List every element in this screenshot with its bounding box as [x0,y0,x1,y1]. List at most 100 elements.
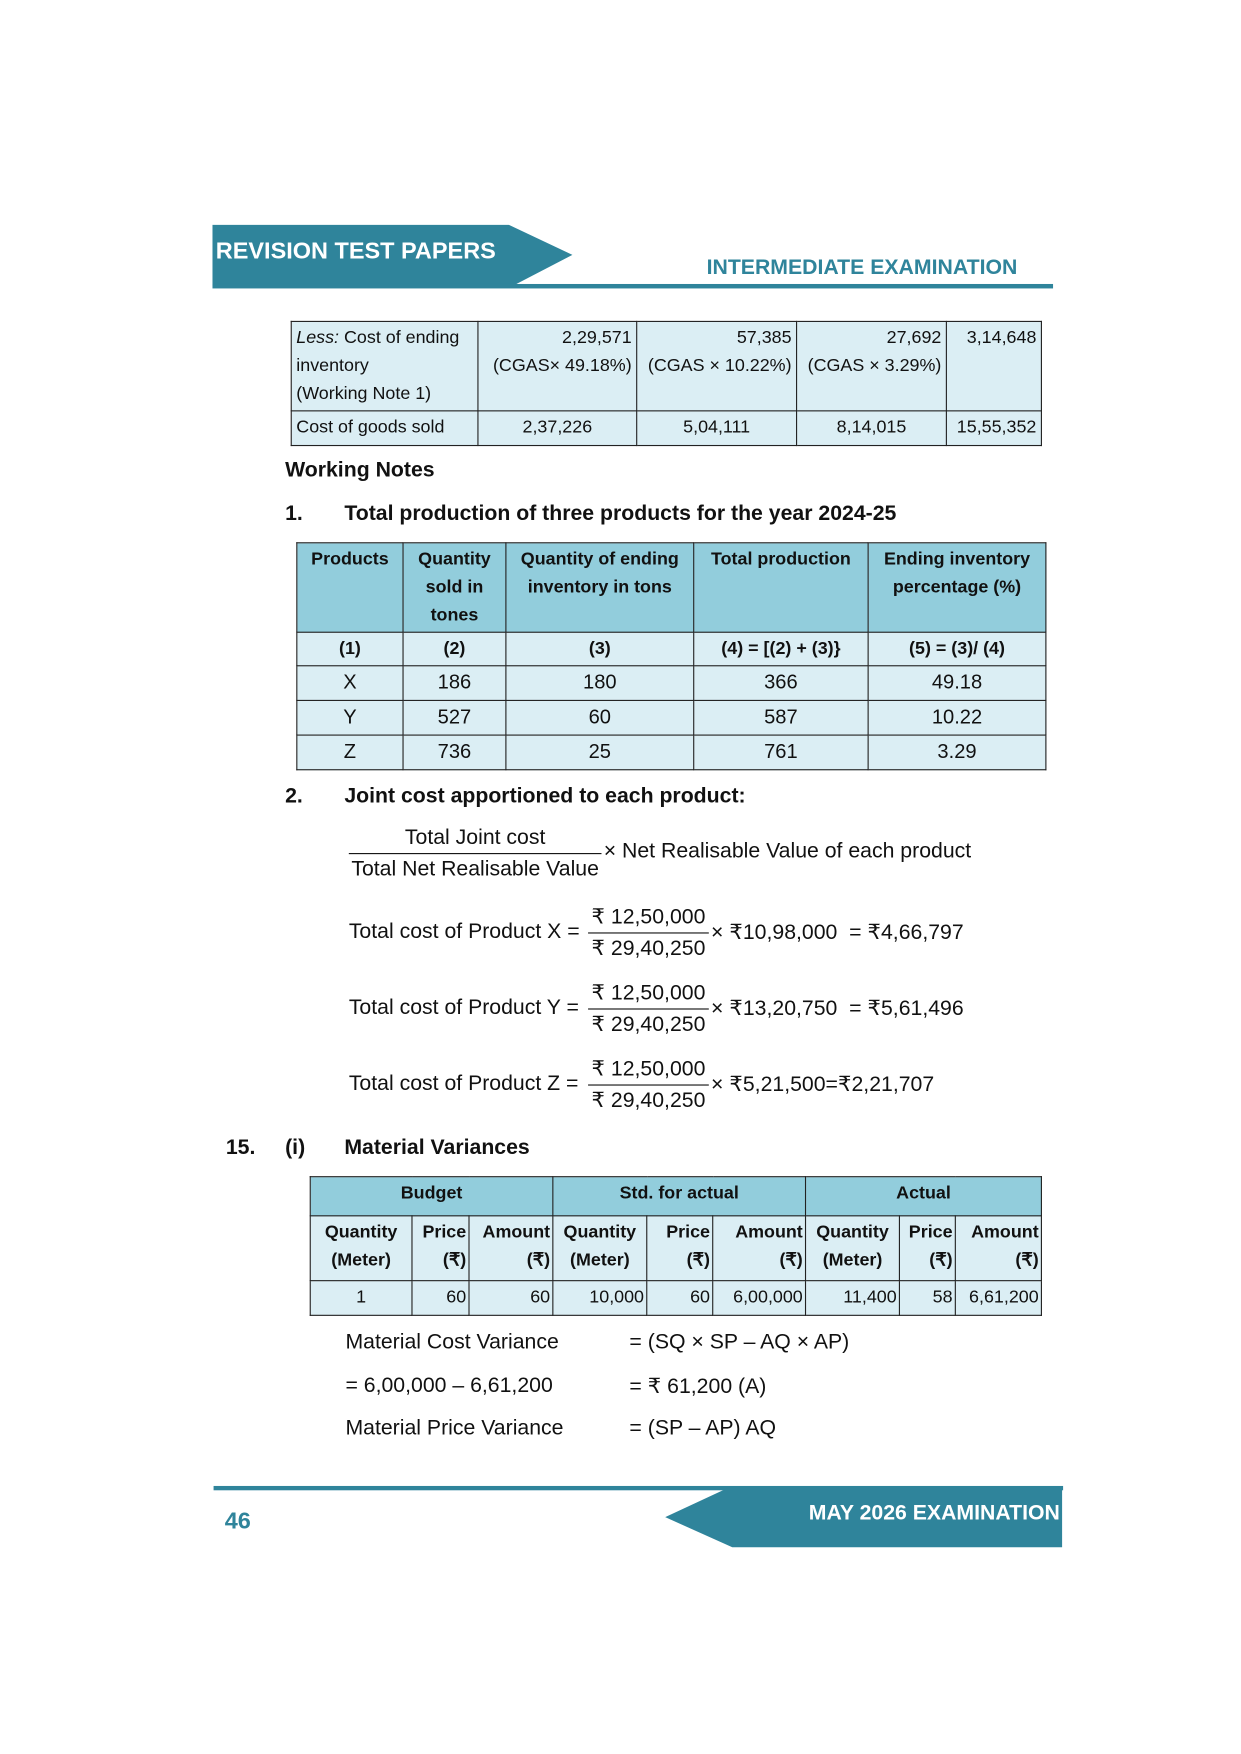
cell: Z [296,734,404,771]
cell: 49.18 [867,665,1047,701]
cell: 587 [693,699,869,736]
numerator: ₹ 12,50,000 [588,903,709,934]
cell: (1) [296,631,404,667]
column-header: Price (₹) [411,1215,470,1282]
column-header: Quantity (Meter) [552,1215,648,1282]
cell: 10.22 [867,699,1047,736]
cell: 180 [505,665,695,701]
group-header: Actual [804,1176,1043,1217]
cell: 5,04,111 [636,410,798,447]
denominator: Total Net Realisable Value [351,857,599,881]
working-notes-heading: Working Notes [285,458,435,482]
row-label: Less: Cost of ending inventory (Working N… [290,320,479,412]
cell: 60 [411,1280,470,1316]
cell: (2) [402,631,507,667]
column-header: Products [296,542,404,633]
numerator: ₹ 12,50,000 [588,1055,709,1086]
cost-line-result: × ₹5,21,500=₹2,21,707 [711,1073,935,1097]
variance-label: Material Cost Variance [345,1330,559,1354]
cell: 15,55,352 [945,410,1042,447]
cell: 8,14,015 [796,410,947,447]
material-variance-table: Budget Std. for actual Actual Quantity (M… [309,1176,1043,1316]
note-title: Joint cost apportioned to each product: [344,784,746,809]
footer-exam-title: MAY 2026 EXAMINATION [808,1501,1060,1525]
cell: 60 [468,1280,554,1316]
cell: (4) = [(2) + (3)} [693,631,869,667]
table-row: Cost of goods sold 2,37,226 5,04,111 8,1… [290,410,1042,447]
table-header-row: Products Quantity sold in tones Quantity… [296,542,1047,633]
denominator: ₹ 29,40,250 [591,1012,706,1037]
variance-value: = ₹ 61,200 (A) [629,1375,767,1399]
row-label: Cost of goods sold [290,410,479,447]
formula-multiplier: × Net Realisable Value of each product [603,839,972,864]
cell: 60 [505,699,695,736]
table-row: Y 527 60 587 10.22 [296,699,1047,736]
table-subheader-row: (1) (2) (3) (4) = [(2) + (3)} (5) = (3)/… [296,631,1047,667]
column-header: Price (₹) [898,1215,956,1282]
group-header-row: Budget Std. for actual Actual [309,1176,1043,1217]
column-header: Quantity (Meter) [309,1215,413,1282]
column-header: Amount (₹) [468,1215,554,1282]
cell: (5) = (3)/ (4) [867,631,1047,667]
general-formula-fraction: Total Joint cost Total Net Realisable Va… [348,824,602,885]
question-number: 15. [225,1135,256,1160]
cell: 186 [402,665,507,701]
page-number: 46 [224,1508,251,1534]
table-row: Less: Cost of ending inventory (Working N… [290,320,1042,412]
cell: X [296,665,404,701]
column-header: Ending inventory percentage (%) [867,542,1047,633]
cost-line-label: Total cost of Product Z = [348,1072,579,1096]
column-header: Amount (₹) [954,1215,1043,1282]
note-number: 1. [285,501,303,526]
header-left-title: REVISION TEST PAPERS [215,238,496,264]
variance-label: Material Price Variance [345,1416,564,1440]
cell: 57,385 (CGAS × 10.22%) [636,320,798,412]
cell: 25 [505,734,695,771]
cell: 6,61,200 [954,1280,1043,1316]
cell: 1 [309,1280,413,1316]
numerator: Total Joint cost [348,824,602,855]
cell: 3.29 [867,734,1047,771]
group-header: Budget [309,1176,554,1217]
note-title: Total production of three products for t… [344,501,897,526]
cell: 10,000 [552,1280,648,1316]
cell: Y [296,699,404,736]
column-header: Quantity of ending inventory in tons [505,542,695,633]
footer-banner [213,1485,1064,1548]
cell: 761 [693,734,869,771]
numerator: ₹ 12,50,000 [588,979,709,1010]
cogs-table: Less: Cost of ending inventory (Working N… [290,320,1042,447]
cell: 11,400 [804,1280,901,1316]
cell: 60 [646,1280,714,1316]
cell: 58 [898,1280,956,1316]
cell: 736 [402,734,507,771]
cell: 6,00,000 [712,1280,807,1316]
denominator: ₹ 29,40,250 [591,1088,706,1113]
note-number: 2. [285,784,303,809]
group-header: Std. for actual [552,1176,807,1217]
cell: 527 [402,699,507,736]
cost-fraction: ₹ 12,50,000 ₹ 29,40,250 [588,903,709,964]
table-row: X 186 180 366 49.18 [296,665,1047,701]
header-right-title: INTERMEDIATE EXAMINATION [706,256,1018,280]
cell: 27,692 (CGAS × 3.29%) [796,320,947,412]
variance-value: = (SP – AP) AQ [629,1416,777,1440]
cell: 366 [693,665,869,701]
cell: (3) [505,631,695,667]
denominator: ₹ 29,40,250 [591,936,706,961]
column-header: Quantity (Meter) [804,1215,901,1282]
cost-line-result: × ₹10,98,000 = ₹4,66,797 [711,921,964,945]
column-header: Quantity sold in tones [402,542,507,633]
table-row: Z 736 25 761 3.29 [296,734,1047,771]
cell: 2,29,571 (CGAS× 49.18%) [477,320,638,412]
cost-line-result: × ₹13,20,750 = ₹5,61,496 [711,997,964,1021]
column-header: Amount (₹) [712,1215,807,1282]
cell: 3,14,648 [945,320,1042,412]
table-row: 1 60 60 10,000 60 6,00,000 11,400 58 6,61,200 [309,1280,1043,1316]
cell: 2,37,226 [477,410,638,447]
cost-fraction: ₹ 12,50,000 ₹ 29,40,250 [588,1055,709,1116]
variance-label: = 6,00,000 – 6,61,200 [345,1374,553,1398]
column-header: Total production [693,542,869,633]
header-banner [212,224,1054,289]
column-header: Price (₹) [646,1215,714,1282]
